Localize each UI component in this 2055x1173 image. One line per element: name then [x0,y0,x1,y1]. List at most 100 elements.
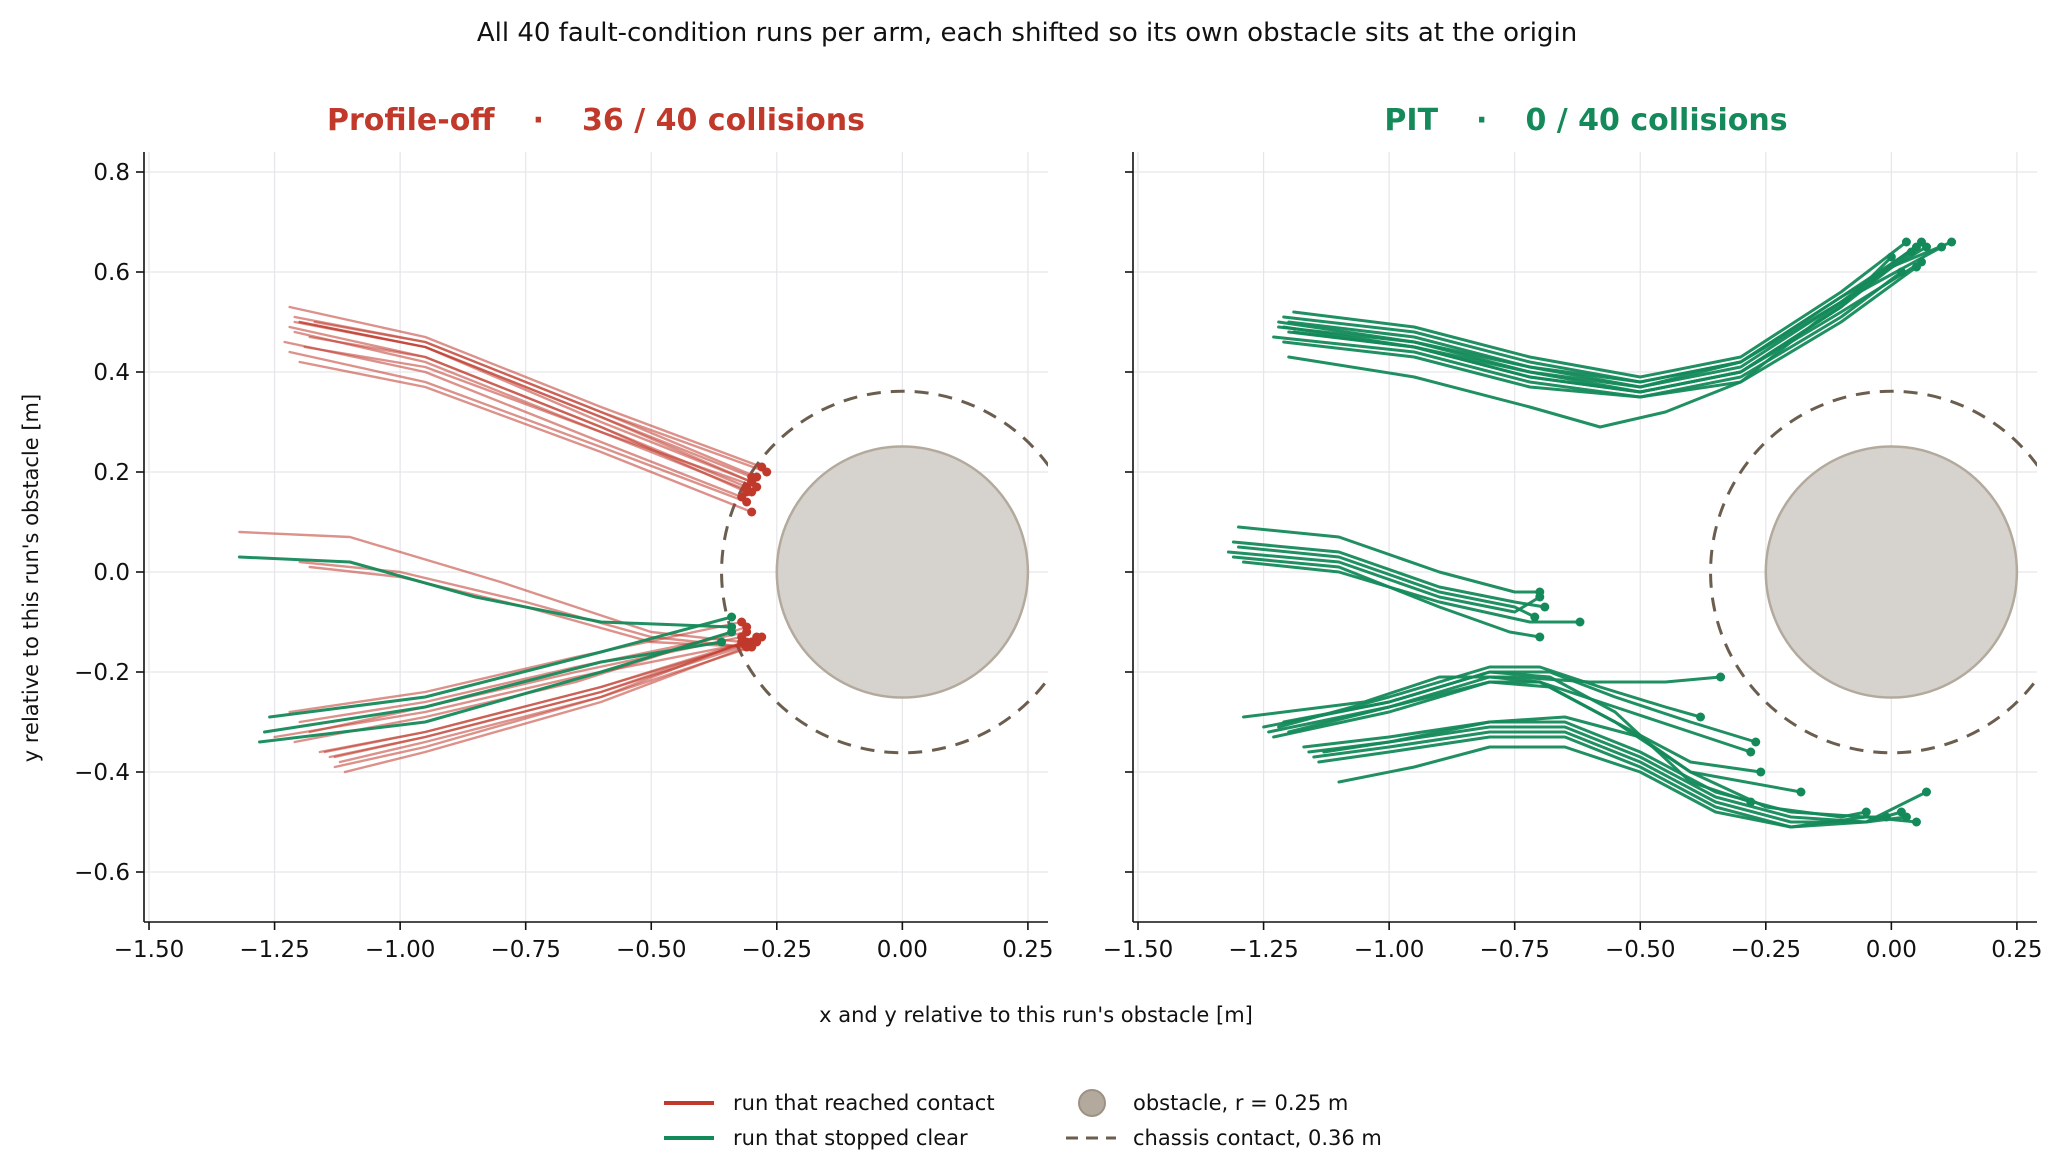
trajectory-endpoint [1716,672,1726,682]
title-separator: · [533,103,544,138]
obstacle-circle [1764,445,2019,699]
arm-name: PIT [1384,103,1438,138]
title-separator: · [1476,103,1487,138]
trajectory-endpoint [1911,262,1921,272]
x-tick-label: −1.00 [365,937,435,963]
trajectory-clear [268,615,734,719]
chassis-contact-ring [1709,389,2037,755]
legend-chassis-label: chassis contact, 0.36 m [1133,1126,1382,1150]
x-tick-label: −0.25 [1731,937,1801,963]
trajectory-contact [283,340,743,499]
trajectory-clear [1312,730,1928,824]
trajectory-clear [1237,545,1537,619]
trajectory-endpoint [1535,632,1545,642]
trajectory-contact [338,645,753,764]
trajectory-clear [1282,265,1918,399]
trajectory-clear [1242,560,1582,624]
trajectory-clear [1231,540,1547,609]
y-tick-label: 0.6 [93,260,130,286]
trajectory-contact [288,620,743,714]
x-axis-label: x and y relative to this run's obstacle … [819,1003,1253,1027]
trajectory-endpoint [747,507,757,517]
y-tick-label: −0.6 [74,860,130,886]
arm-name: Profile-off [327,103,495,138]
trajectory-contact [293,330,753,494]
trajectory-endpoint [1896,807,1906,817]
legend-obstacle-swatch [1078,1089,1106,1117]
x-tick-label: −0.25 [742,937,812,963]
trajectory-endpoint [1901,237,1911,247]
trajectory-endpoint [1861,807,1871,817]
x-tick-label: 0.00 [1866,937,1917,963]
x-tick-label: −1.25 [239,937,309,963]
trajectory-clear [1287,240,1954,429]
y-tick-label: −0.4 [74,760,130,786]
trajectory-contact [298,630,748,724]
legend-clear-label: run that stopped clear [733,1126,968,1150]
chassis-contact-ring [720,389,1048,755]
trajectory-endpoint [1746,747,1756,757]
trajectory-endpoint [1922,787,1932,797]
x-tick-label: −0.75 [1479,937,1549,963]
trajectory-endpoint [1756,767,1766,777]
x-tick-label: −1.25 [1228,937,1298,963]
trajectory-endpoint [1922,242,1932,252]
panel-profile-off: Profile-off · 36 / 40 collisions −1.50 −1.2… [74,103,1053,963]
x-tick-label: −0.50 [1605,937,1675,963]
trajectory-endpoint [717,637,727,647]
legend-contact-label: run that reached contact [733,1091,995,1115]
trajectory-contact [313,320,768,474]
trajectory-contact [343,645,748,774]
obstacle-circle [775,445,1030,699]
trajectory-endpoint [742,622,752,632]
trajectory-clear [1322,715,1868,819]
trajectory-clear [1292,240,1908,379]
trajectory-endpoint [1947,237,1957,247]
panel-title-profile-off: Profile-off · 36 / 40 collisions [327,103,865,138]
trajectory-endpoint [752,637,762,647]
legend: run that reached contact run that stoppe… [664,1089,1382,1150]
trajectory-clear [1237,525,1542,594]
y-tick-label: −0.2 [74,660,130,686]
trajectory-endpoint [762,467,772,477]
trajectory-contact [303,345,758,489]
y-axis-label: y relative to this run's obstacle [m] [19,394,43,762]
trajectory-endpoint [1796,787,1806,797]
collision-count: 36 / 40 collisions [582,103,865,138]
panel-title-pit: PIT · 0 / 40 collisions [1384,103,1787,138]
trajectory-endpoint [747,477,757,487]
plot-area [1226,237,2037,829]
x-tick-label: 0.25 [1991,937,2042,963]
trajectory-clear [1282,255,1893,394]
y-tick-label: 0.0 [93,560,130,586]
trajectory-endpoint [1575,617,1585,627]
trajectory-endpoint [1751,737,1761,747]
x-tick-label: −1.00 [1354,937,1424,963]
trajectory-clear [1277,665,1702,729]
x-tick-label: −0.50 [616,937,686,963]
trajectory-clear [1317,735,1888,829]
plot-area [237,305,1048,774]
trajectory-clear [1226,550,1542,614]
trajectory-clear [258,630,734,744]
trajectory-contact [333,640,758,759]
trajectory-contact [288,305,763,469]
x-tick-label: −1.50 [114,937,184,963]
x-tick-label: 0.25 [1002,937,1053,963]
y-tick-label: 0.8 [93,160,130,186]
trajectory-contact [293,320,753,484]
trajectory-endpoint [1886,252,1896,262]
trajectory-clear [1242,675,1723,719]
trajectory-contact [298,360,753,514]
y-tick-label: 0.2 [93,460,130,486]
trajectory-clear [237,555,734,629]
trajectory-endpoint [727,612,737,622]
trajectory-endpoint [1535,592,1545,602]
x-tick-label: −1.50 [1103,937,1173,963]
trajectory-contact [298,560,748,649]
x-tick-label: −0.75 [490,937,560,963]
trajectory-contact [308,335,748,494]
trajectory-contact [273,640,753,739]
trajectory-endpoint [1696,712,1706,722]
